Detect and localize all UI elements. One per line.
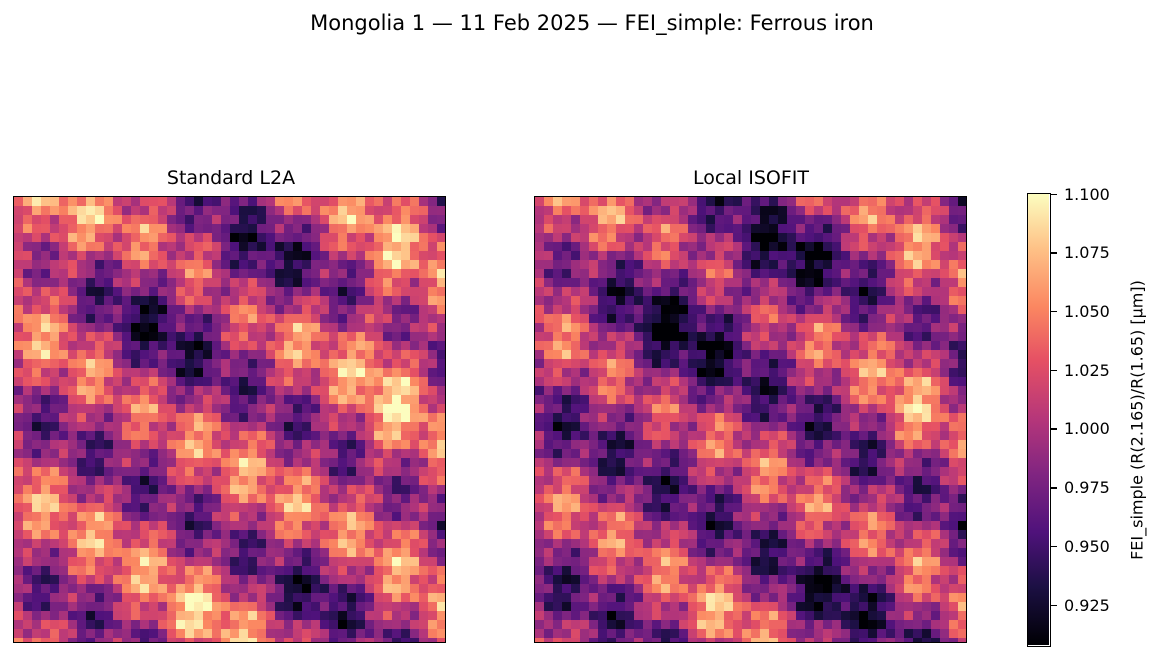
colorbar-tick-label: 0.950 xyxy=(1064,536,1110,556)
colorbar xyxy=(1027,193,1051,647)
heatmap-standard-l2a xyxy=(13,196,446,643)
colorbar-tick-label: 1.050 xyxy=(1064,301,1110,321)
colorbar-tick-mark xyxy=(1050,193,1057,195)
colorbar-tick-mark xyxy=(1050,604,1057,607)
colorbar-tick: 1.000 xyxy=(1050,419,1160,439)
colorbar-tick: 1.075 xyxy=(1050,243,1160,263)
colorbar-tick-mark xyxy=(1050,369,1057,372)
colorbar-tick: 1.025 xyxy=(1050,361,1160,381)
colorbar-tick-label: 1.025 xyxy=(1064,360,1110,380)
colorbar-tick: 0.925 xyxy=(1050,596,1160,616)
heatmap-image-standard-l2a xyxy=(14,197,445,642)
colorbar-tick-mark xyxy=(1050,310,1057,313)
panel-title-standard-l2a: Standard L2A xyxy=(166,167,296,189)
colorbar-tick: 1.050 xyxy=(1050,302,1160,322)
colorbar-tick-mark xyxy=(1050,487,1057,489)
heatmap-local-isofit xyxy=(534,196,967,643)
colorbar-tick: 1.100 xyxy=(1050,185,1160,205)
colorbar-label: FEI_simple (R(2.165)/R(1.65) [µm]) xyxy=(1127,280,1147,560)
colorbar-tick-mark xyxy=(1050,545,1057,548)
colorbar-tick-mark xyxy=(1050,428,1057,430)
panel-title-local-isofit: Local ISOFIT xyxy=(692,167,810,189)
colorbar-tick: 0.950 xyxy=(1050,537,1160,557)
colorbar-tick-label: 1.100 xyxy=(1064,184,1110,204)
colorbar-gradient xyxy=(1028,194,1049,645)
colorbar-tick-label: 1.000 xyxy=(1064,419,1110,439)
colorbar-tick: 0.975 xyxy=(1050,478,1160,498)
figure-title: Mongolia 1 — 11 Feb 2025 — FEI_simple: F… xyxy=(310,11,874,35)
colorbar-tick-label: 1.075 xyxy=(1064,243,1110,263)
colorbar-tick-mark xyxy=(1050,252,1057,254)
heatmap-image-local-isofit xyxy=(535,197,966,642)
colorbar-tick-label: 0.975 xyxy=(1064,478,1110,498)
colorbar-tick-label: 0.925 xyxy=(1064,595,1110,615)
colorbar-ticks: 0.925 0.950 0.975 1.000 1.025 1.050 1.075 1.100 xyxy=(1050,185,1160,647)
